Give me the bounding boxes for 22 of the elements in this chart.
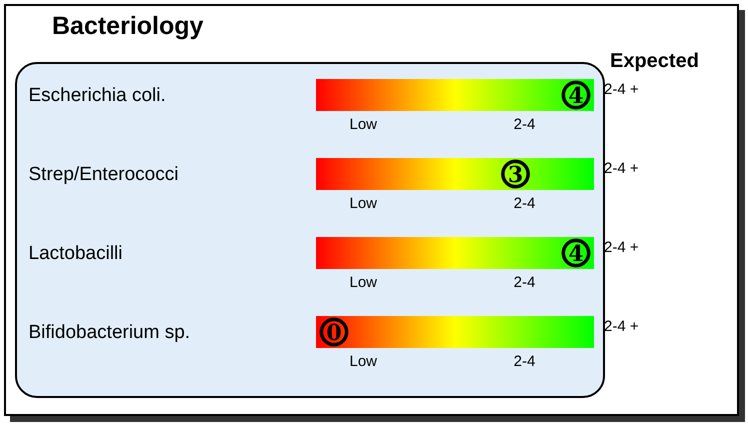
text: Low bbox=[349, 195, 378, 212]
text: Low bbox=[349, 274, 378, 291]
category-label: 2-4 + bbox=[604, 81, 639, 98]
category-label: 2-4 + bbox=[604, 318, 639, 335]
text: Low bbox=[349, 353, 378, 370]
text: 2-4 bbox=[514, 274, 536, 291]
text: 2-4 bbox=[514, 195, 536, 212]
data-label: 4 bbox=[568, 241, 584, 267]
category-label: 2-4 + bbox=[604, 160, 639, 177]
data-label: 0 bbox=[326, 320, 342, 346]
category-label: Strep/Enterococci bbox=[28, 164, 178, 185]
text: 2-4 bbox=[514, 116, 536, 133]
category-label: Lactobacilli bbox=[28, 243, 122, 264]
text: Bacteriology bbox=[52, 12, 204, 40]
text: Expected bbox=[610, 50, 699, 72]
text: Low bbox=[349, 116, 378, 133]
text: 2-4 bbox=[514, 353, 536, 370]
category-label: Bifidobacterium sp. bbox=[28, 322, 190, 343]
data-label: 4 bbox=[568, 83, 584, 109]
data-label: 3 bbox=[508, 162, 524, 188]
category-label: Escherichia coli. bbox=[28, 85, 166, 106]
category-label: 2-4 + bbox=[604, 239, 639, 256]
